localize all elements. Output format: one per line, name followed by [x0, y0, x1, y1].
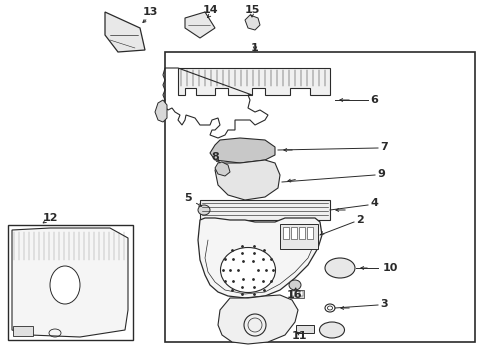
Polygon shape	[218, 295, 297, 344]
Ellipse shape	[198, 205, 209, 215]
Bar	[306, 227, 312, 239]
Text: 4: 4	[369, 198, 377, 208]
Text: 15: 15	[244, 5, 259, 15]
Text: 11: 11	[291, 331, 306, 341]
Bar	[283, 227, 288, 239]
Text: 6: 6	[369, 95, 377, 105]
Ellipse shape	[50, 266, 80, 304]
Polygon shape	[105, 12, 145, 52]
Polygon shape	[178, 68, 329, 95]
Bar	[8, 225, 133, 340]
Ellipse shape	[220, 248, 275, 292]
Text: 5: 5	[184, 193, 191, 203]
Bar	[299, 291, 303, 296]
Text: 10: 10	[382, 263, 397, 273]
Ellipse shape	[325, 258, 354, 278]
Bar	[289, 290, 304, 298]
Text: 9: 9	[376, 169, 384, 179]
Polygon shape	[215, 160, 280, 200]
Polygon shape	[12, 228, 128, 337]
Text: 3: 3	[379, 299, 387, 309]
Bar	[280, 224, 317, 249]
Polygon shape	[215, 162, 229, 176]
Polygon shape	[198, 218, 321, 298]
Ellipse shape	[288, 280, 301, 290]
Text: 7: 7	[379, 142, 387, 152]
Bar	[13, 326, 33, 336]
Text: 2: 2	[355, 215, 363, 225]
Text: 16: 16	[286, 290, 302, 300]
Text: 13: 13	[142, 7, 157, 17]
Text: 12: 12	[42, 213, 58, 223]
Bar	[295, 291, 298, 296]
Text: 14: 14	[202, 5, 217, 15]
Bar	[298, 227, 305, 239]
Text: 8: 8	[211, 152, 219, 162]
Ellipse shape	[319, 322, 344, 338]
Bar	[291, 291, 294, 296]
Polygon shape	[184, 12, 215, 38]
Polygon shape	[200, 200, 329, 220]
Bar	[290, 227, 296, 239]
Polygon shape	[244, 15, 260, 30]
Polygon shape	[155, 100, 167, 122]
Bar	[295, 325, 313, 333]
Bar	[164, 52, 474, 342]
Polygon shape	[209, 138, 274, 163]
Text: 1: 1	[251, 43, 258, 53]
